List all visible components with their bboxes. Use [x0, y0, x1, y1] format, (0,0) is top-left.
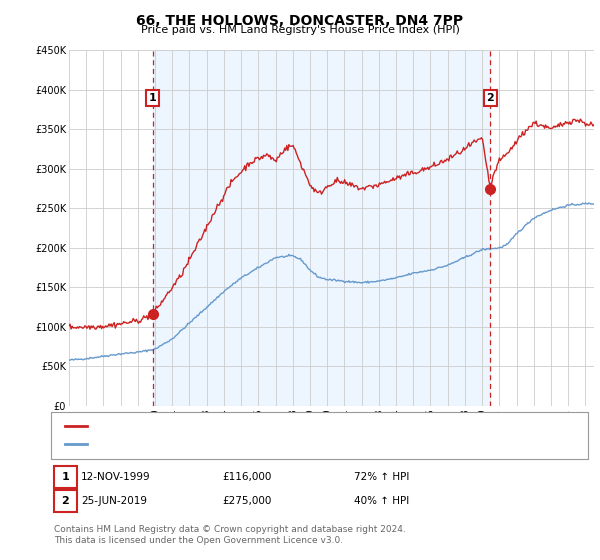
Text: 40% ↑ HPI: 40% ↑ HPI [354, 496, 409, 506]
Text: 66, THE HOLLOWS, DONCASTER, DN4 7PP (detached house): 66, THE HOLLOWS, DONCASTER, DN4 7PP (det… [94, 421, 408, 431]
Text: 1: 1 [62, 472, 69, 482]
Text: Contains HM Land Registry data © Crown copyright and database right 2024.
This d: Contains HM Land Registry data © Crown c… [54, 525, 406, 545]
Text: 25-JUN-2019: 25-JUN-2019 [81, 496, 147, 506]
Text: HPI: Average price, detached house, Doncaster: HPI: Average price, detached house, Donc… [94, 439, 341, 449]
Text: 1: 1 [149, 93, 157, 103]
Text: £116,000: £116,000 [222, 472, 271, 482]
Text: 2: 2 [62, 496, 69, 506]
Text: 66, THE HOLLOWS, DONCASTER, DN4 7PP: 66, THE HOLLOWS, DONCASTER, DN4 7PP [136, 14, 464, 28]
Text: 2: 2 [487, 93, 494, 103]
Bar [153, 50, 490, 406]
Text: 72% ↑ HPI: 72% ↑ HPI [354, 472, 409, 482]
Text: Price paid vs. HM Land Registry's House Price Index (HPI): Price paid vs. HM Land Registry's House … [140, 25, 460, 35]
Text: 12-NOV-1999: 12-NOV-1999 [81, 472, 151, 482]
Text: £275,000: £275,000 [222, 496, 271, 506]
